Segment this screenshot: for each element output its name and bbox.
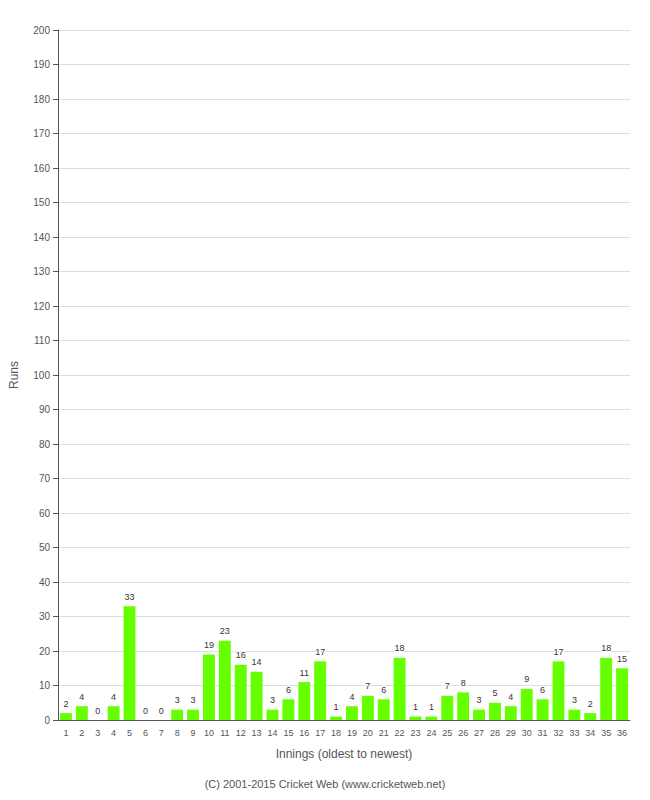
svg-text:180: 180 [33,94,50,105]
svg-text:7: 7 [365,681,370,691]
svg-text:3: 3 [270,695,275,705]
svg-text:3: 3 [95,728,100,738]
svg-text:10: 10 [204,728,214,738]
svg-text:33: 33 [569,728,579,738]
svg-text:4: 4 [349,692,354,702]
svg-text:24: 24 [426,728,436,738]
svg-text:35: 35 [601,728,611,738]
svg-text:Innings (oldest to newest): Innings (oldest to newest) [276,747,413,761]
svg-text:18: 18 [395,643,405,653]
svg-text:0: 0 [95,706,100,716]
svg-text:8: 8 [461,678,466,688]
svg-text:14: 14 [267,728,277,738]
svg-text:100: 100 [33,370,50,381]
svg-text:4: 4 [508,692,513,702]
svg-text:16: 16 [236,650,246,660]
svg-text:3: 3 [477,695,482,705]
svg-text:18: 18 [601,643,611,653]
svg-text:18: 18 [331,728,341,738]
svg-text:32: 32 [553,728,563,738]
svg-text:70: 70 [39,473,51,484]
svg-text:80: 80 [39,439,51,450]
svg-text:2: 2 [588,699,593,709]
svg-text:170: 170 [33,128,50,139]
svg-text:5: 5 [492,688,497,698]
svg-text:33: 33 [124,592,134,602]
svg-text:29: 29 [506,728,516,738]
svg-text:34: 34 [585,728,595,738]
svg-text:6: 6 [143,728,148,738]
svg-text:0: 0 [44,715,50,726]
svg-text:1: 1 [413,702,418,712]
svg-text:0: 0 [143,706,148,716]
svg-text:40: 40 [39,577,51,588]
svg-text:22: 22 [395,728,405,738]
svg-text:6: 6 [381,685,386,695]
svg-text:3: 3 [175,695,180,705]
svg-text:3: 3 [191,695,196,705]
svg-text:2: 2 [63,699,68,709]
svg-text:4: 4 [111,692,116,702]
svg-text:21: 21 [379,728,389,738]
svg-text:7: 7 [445,681,450,691]
svg-text:25: 25 [442,728,452,738]
svg-text:1: 1 [63,728,68,738]
svg-text:30: 30 [39,611,51,622]
svg-text:16: 16 [299,728,309,738]
svg-text:26: 26 [458,728,468,738]
svg-text:5: 5 [127,728,132,738]
svg-text:15: 15 [617,654,627,664]
svg-text:31: 31 [538,728,548,738]
svg-text:6: 6 [540,685,545,695]
svg-text:1: 1 [334,702,339,712]
svg-text:23: 23 [410,728,420,738]
svg-text:160: 160 [33,163,50,174]
svg-text:9: 9 [524,674,529,684]
svg-text:15: 15 [283,728,293,738]
svg-text:190: 190 [33,59,50,70]
svg-text:17: 17 [315,728,325,738]
svg-text:140: 140 [33,232,50,243]
svg-text:1: 1 [429,702,434,712]
svg-text:8: 8 [175,728,180,738]
svg-text:200: 200 [33,25,50,36]
svg-text:120: 120 [33,301,50,312]
svg-text:20: 20 [39,646,51,657]
svg-text:11: 11 [300,668,309,678]
svg-text:7: 7 [159,728,164,738]
svg-text:50: 50 [39,542,51,553]
svg-text:13: 13 [252,728,262,738]
svg-text:12: 12 [236,728,246,738]
svg-text:36: 36 [617,728,627,738]
svg-text:28: 28 [490,728,500,738]
svg-text:20: 20 [363,728,373,738]
svg-text:27: 27 [474,728,484,738]
svg-text:17: 17 [553,647,563,657]
svg-text:10: 10 [39,680,51,691]
svg-text:(C) 2001-2015 Cricket Web (www: (C) 2001-2015 Cricket Web (www.cricketwe… [205,778,446,790]
svg-text:17: 17 [315,647,325,657]
svg-text:30: 30 [522,728,532,738]
svg-text:19: 19 [204,640,214,650]
svg-text:6: 6 [286,685,291,695]
svg-text:150: 150 [33,197,50,208]
svg-text:19: 19 [347,728,357,738]
svg-text:130: 130 [33,266,50,277]
svg-text:4: 4 [111,728,116,738]
svg-text:3: 3 [572,695,577,705]
svg-text:0: 0 [159,706,164,716]
svg-text:2: 2 [79,728,84,738]
svg-text:4: 4 [79,692,84,702]
svg-text:11: 11 [220,728,229,738]
svg-text:90: 90 [39,404,51,415]
svg-text:60: 60 [39,508,51,519]
svg-text:9: 9 [191,728,196,738]
svg-text:23: 23 [220,626,230,636]
svg-text:Runs: Runs [7,361,21,389]
svg-text:14: 14 [252,657,262,667]
svg-text:110: 110 [34,335,50,346]
